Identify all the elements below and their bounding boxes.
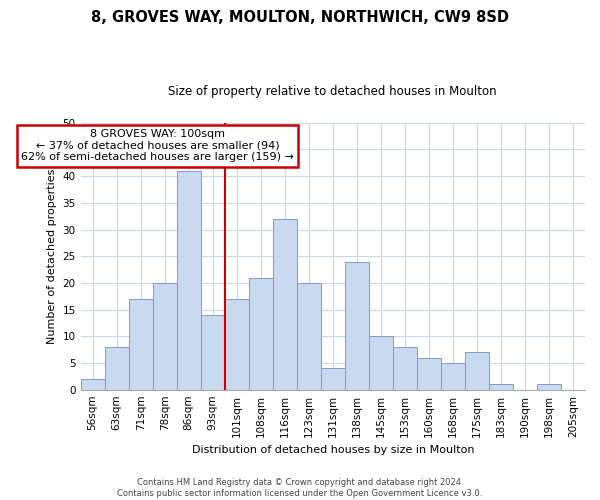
Bar: [225, 299, 249, 390]
Bar: [393, 347, 417, 390]
X-axis label: Distribution of detached houses by size in Moulton: Distribution of detached houses by size …: [191, 445, 474, 455]
Y-axis label: Number of detached properties: Number of detached properties: [47, 168, 57, 344]
Text: 8 GROVES WAY: 100sqm
← 37% of detached houses are smaller (94)
62% of semi-detac: 8 GROVES WAY: 100sqm ← 37% of detached h…: [21, 129, 294, 162]
Bar: [273, 219, 297, 390]
Bar: [345, 262, 369, 390]
Bar: [152, 283, 176, 390]
Bar: [465, 352, 489, 390]
Title: Size of property relative to detached houses in Moulton: Size of property relative to detached ho…: [169, 85, 497, 98]
Bar: [369, 336, 393, 390]
Bar: [537, 384, 561, 390]
Bar: [441, 363, 465, 390]
Bar: [249, 278, 273, 390]
Bar: [176, 171, 200, 390]
Text: 8, GROVES WAY, MOULTON, NORTHWICH, CW9 8SD: 8, GROVES WAY, MOULTON, NORTHWICH, CW9 8…: [91, 10, 509, 25]
Bar: [489, 384, 513, 390]
Bar: [80, 379, 104, 390]
Bar: [297, 283, 321, 390]
Bar: [104, 347, 128, 390]
Bar: [200, 315, 225, 390]
Bar: [321, 368, 345, 390]
Bar: [417, 358, 441, 390]
Bar: [128, 299, 152, 390]
Text: Contains HM Land Registry data © Crown copyright and database right 2024.
Contai: Contains HM Land Registry data © Crown c…: [118, 478, 482, 498]
